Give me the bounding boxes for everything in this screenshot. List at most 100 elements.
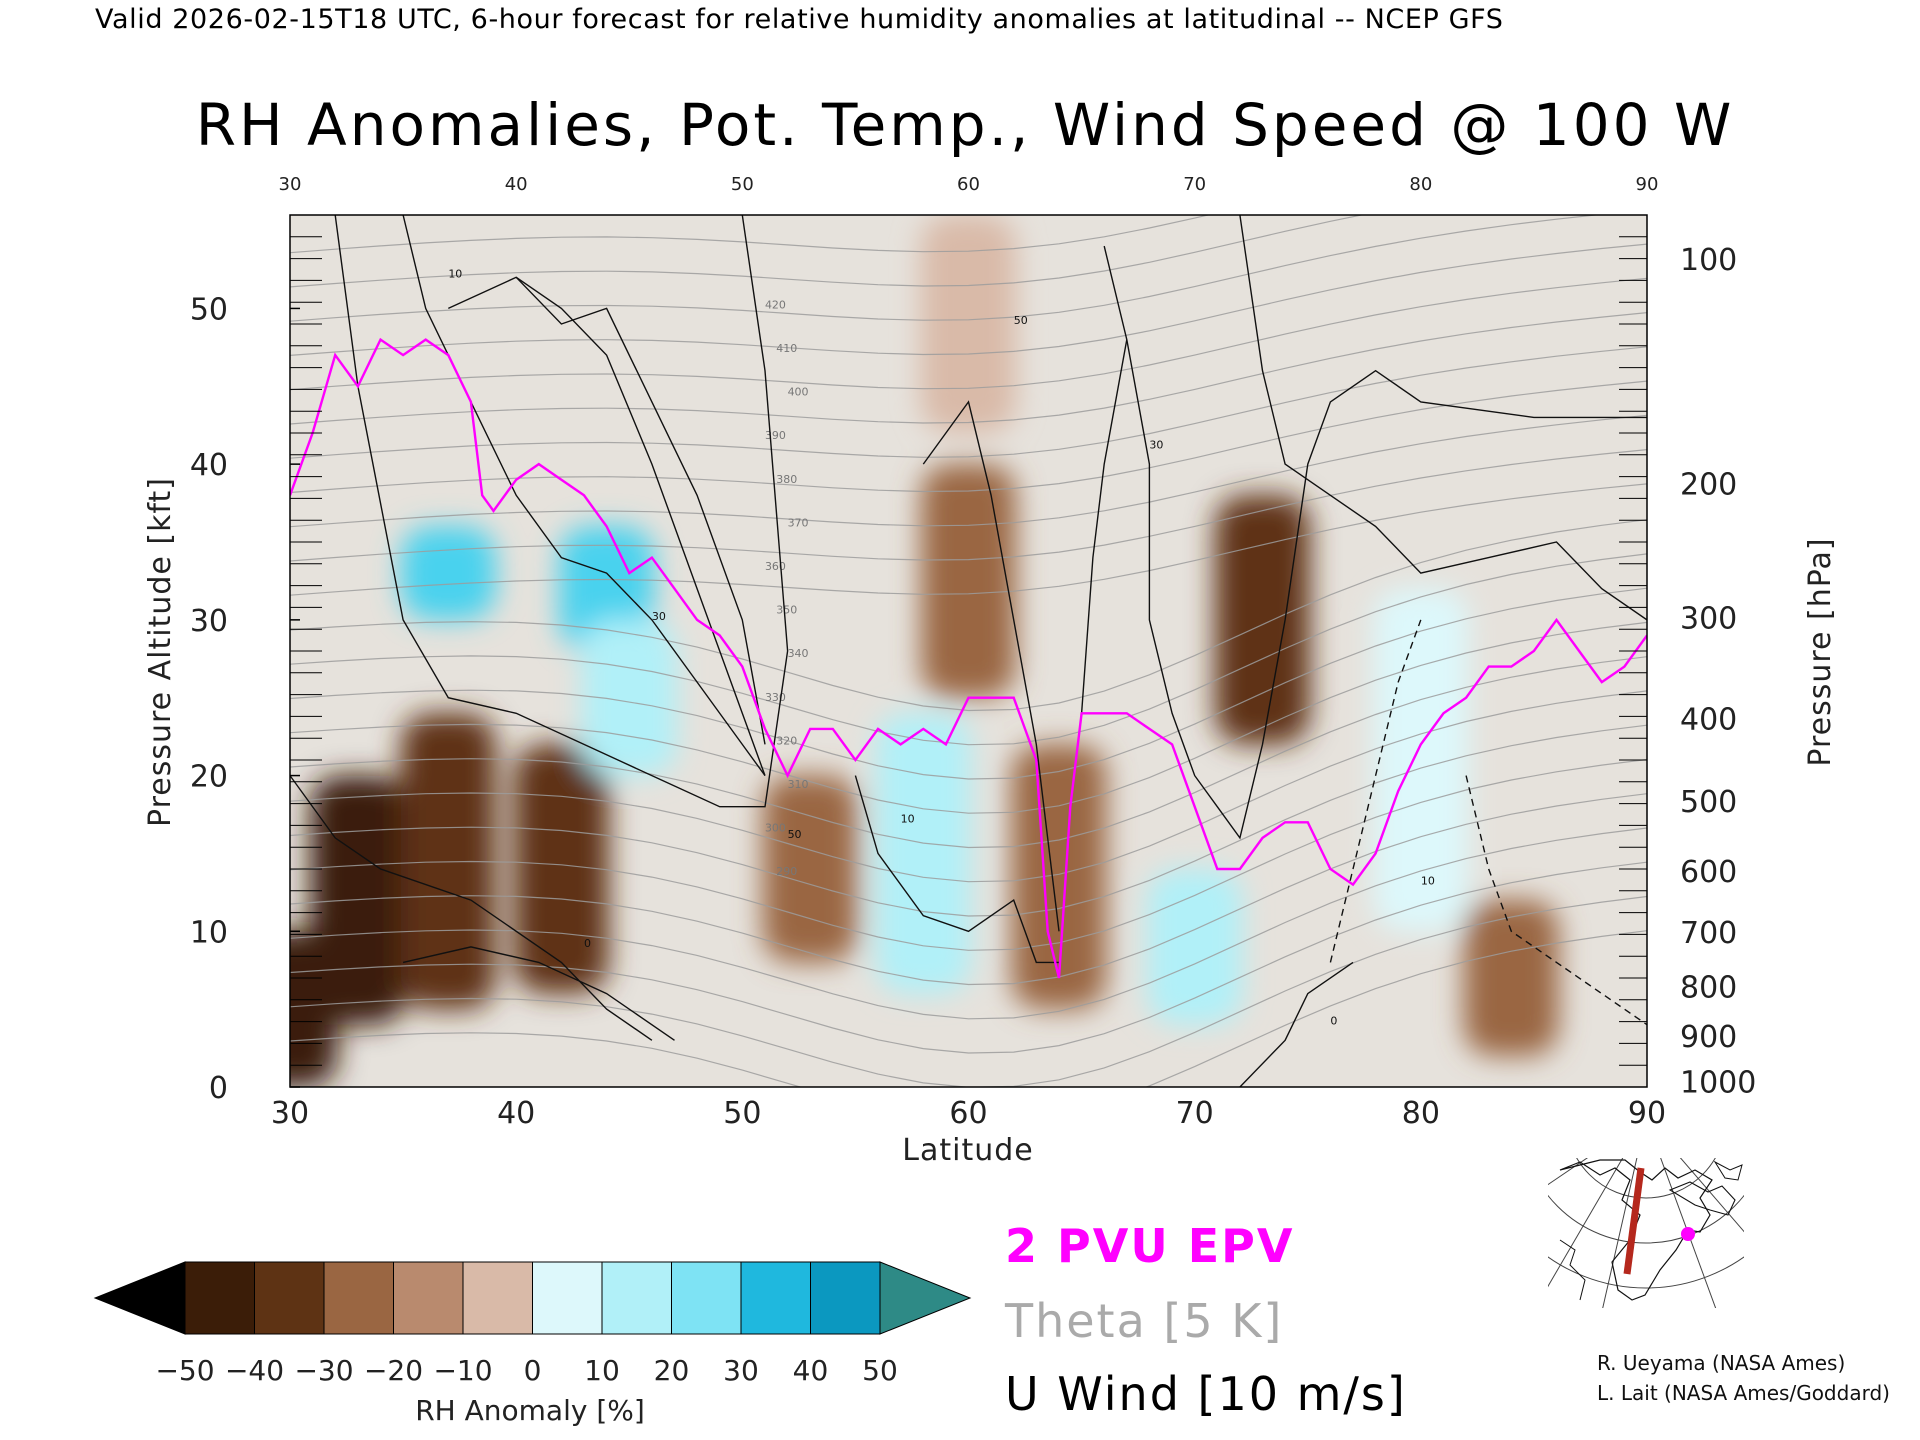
pressure-tick-700: 700 [1680, 916, 1737, 951]
theta-line-23 [290, 215, 1211, 254]
theta-line-18 [290, 312, 1647, 425]
pressure-tick-marks [290, 214, 1647, 1088]
x-tick-80: 80 [1402, 1096, 1440, 1131]
wind-label-8: 10 [1421, 875, 1435, 888]
x-axis-top-ticks: 30 40 50 60 70 80 90 [279, 174, 1659, 195]
rh-cell-9 [1011, 744, 1107, 1010]
theta-label-400: 400 [788, 386, 809, 399]
wind-label-3: 0 [584, 937, 591, 950]
theta-label-370: 370 [788, 516, 809, 529]
colorbar-low-arrow [93, 1261, 186, 1335]
location-marker [1681, 1227, 1695, 1241]
theta-label-420: 420 [765, 298, 786, 311]
x-axis-ticks: 30 40 50 60 70 80 90 [271, 1096, 1666, 1131]
colorbar-tick-5: 0 [524, 1354, 542, 1387]
x-top-tick-50: 50 [731, 174, 754, 195]
x-top-tick-40: 40 [505, 174, 528, 195]
colorbar-segment-6 [532, 1261, 603, 1335]
wind-contour-5 [922, 400, 1060, 932]
wind-contour-12 [1329, 619, 1422, 963]
theta-line-12 [290, 519, 1647, 712]
x-tick-60: 60 [949, 1096, 987, 1131]
colorbar-tick-8: 30 [723, 1354, 759, 1387]
theta-line-16 [290, 380, 1647, 494]
x-axis-label: Latitude [902, 1133, 1033, 1168]
colorbar-segment-1 [184, 1261, 255, 1335]
theta-line-10 [290, 587, 1647, 780]
colorbar-tick-3: −20 [364, 1354, 423, 1387]
theta-line-1 [290, 895, 1647, 1087]
theta-label-310: 310 [788, 778, 809, 791]
theta-contours: 4204104003903803703603503403303203103002… [290, 215, 1647, 1087]
pressure-tick-800: 800 [1680, 970, 1737, 1005]
colorbar-tick-4: −10 [433, 1354, 492, 1387]
rh-cell-12 [921, 464, 1016, 698]
theta-line-5 [290, 758, 1647, 951]
pressure-tick-500: 500 [1680, 785, 1737, 820]
x-tick-70: 70 [1176, 1096, 1214, 1131]
theta-line-2 [290, 861, 1647, 1054]
chart-title: RH Anomalies, Pot. Temp., Wind Speed @ 1… [196, 91, 1735, 159]
pressure-tick-900: 900 [1680, 1020, 1737, 1055]
y-tick-50: 50 [190, 292, 228, 327]
wind-label-2: 50 [788, 828, 802, 841]
credit-line-2: L. Lait (NASA Ames/Goddard) [1597, 1381, 1890, 1405]
theta-label-390: 390 [765, 429, 786, 442]
legend-theta: Theta [5 K] [1004, 1294, 1283, 1348]
colorbar-segment-5 [462, 1261, 533, 1335]
rh-cell-14 [1463, 900, 1559, 1056]
wind-contour-2 [515, 276, 766, 745]
wind-contour-3 [448, 276, 766, 776]
colorbar: −50 −40 −30 −20 −10 0 10 20 30 40 50 [93, 1261, 972, 1387]
theta-label-380: 380 [776, 473, 797, 486]
colorbar-segment-4 [393, 1261, 464, 1335]
pressure-tick-200: 200 [1680, 467, 1737, 502]
colorbar-segment-9 [740, 1261, 811, 1335]
theta-line-0 [290, 930, 1647, 1087]
wind-label-5: 30 [1149, 439, 1163, 452]
theta-line-4 [290, 793, 1647, 986]
theta-line-9 [290, 621, 1647, 814]
wind-contour-13 [1465, 775, 1647, 1026]
theta-line-21 [290, 215, 1601, 322]
rh-cell-6 [581, 619, 677, 776]
theta-line-19 [290, 277, 1647, 391]
theta-label-350: 350 [776, 604, 797, 617]
colorbar-segment-7 [601, 1261, 672, 1335]
colorbar-tick-2: −30 [294, 1354, 353, 1387]
plot-area: 4204104003903803703603503403303203103002… [289, 214, 1648, 1088]
colorbar-tick-7: 20 [654, 1354, 690, 1387]
colorbar-segment-10 [810, 1261, 881, 1335]
x-top-tick-30: 30 [279, 174, 302, 195]
pressure-tick-300: 300 [1680, 601, 1737, 636]
valid-time-caption: Valid 2026-02-15T18 UTC, 6-hour forecast… [95, 4, 1504, 35]
pressure-tick-600: 600 [1680, 855, 1737, 890]
theta-label-290: 290 [776, 865, 797, 878]
theta-label-330: 330 [765, 691, 786, 704]
section-line [1623, 1167, 1645, 1275]
wind-contour-0 [334, 215, 789, 808]
legend-epv: 2 PVU EPV [1005, 1219, 1294, 1273]
theta-line-20 [290, 243, 1647, 356]
y-tick-20: 20 [190, 760, 228, 795]
rh-cell-11 [1215, 495, 1311, 745]
pressure-tick-100: 100 [1680, 243, 1737, 278]
wind-contour-7 [1080, 339, 1128, 714]
theta-label-410: 410 [776, 342, 797, 355]
colorbar-segment-3 [323, 1261, 394, 1335]
rh-cell-13 [1373, 588, 1469, 932]
legend-u-wind: U Wind [10 m/s] [1005, 1367, 1407, 1421]
wind-label-6: 50 [1014, 314, 1028, 327]
x-top-tick-90: 90 [1636, 174, 1659, 195]
theta-line-13 [290, 483, 1647, 596]
wind-contour-11 [1239, 961, 1354, 1087]
wind-contour-6 [1103, 245, 1647, 840]
colorbar-segment-2 [254, 1261, 325, 1335]
wind-label-0: 10 [448, 267, 462, 280]
x-top-tick-70: 70 [1183, 174, 1206, 195]
rh-cell-15 [921, 215, 1016, 433]
y-axis-label: Pressure Altitude [kft] [143, 477, 178, 827]
y-tick-40: 40 [190, 448, 228, 483]
x-tick-30: 30 [271, 1096, 309, 1131]
wind-contour-4 [854, 775, 1059, 964]
